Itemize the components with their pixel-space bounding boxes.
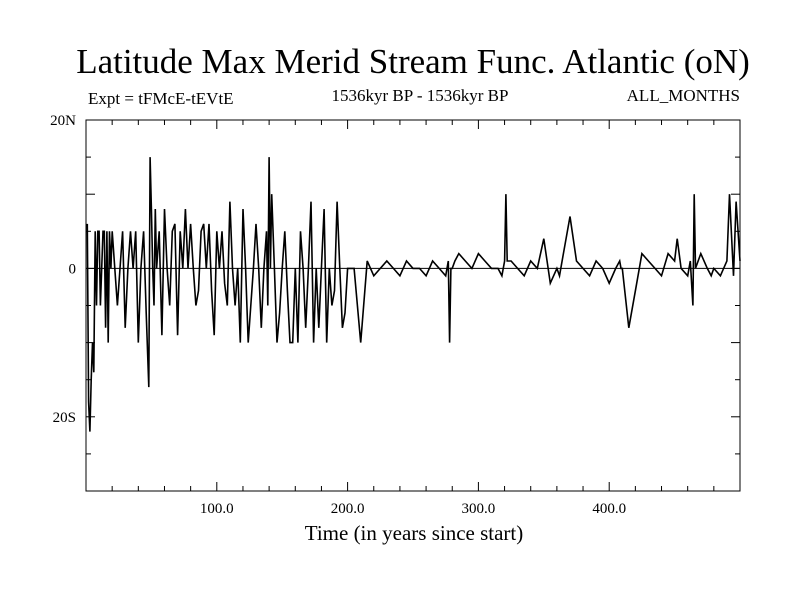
x-axis-label: Time (in years since start) — [304, 521, 524, 545]
tick-labels: 100.0 200.0 300.0 400.0 20N 0 20S — [50, 113, 626, 517]
x-tick-label: 200.0 — [331, 501, 365, 517]
experiment-label: Expt = tFMcE-tEVtE — [88, 89, 234, 108]
period-label: 1536kyr BP - 1536kyr BP — [331, 86, 509, 105]
y-tick-label: 20N — [50, 113, 76, 129]
y-tick-label: 20S — [53, 410, 76, 426]
series-line — [86, 157, 741, 432]
axis-ticks — [86, 120, 740, 491]
x-tick-label: 100.0 — [200, 501, 234, 517]
x-tick-label: 300.0 — [462, 501, 496, 517]
season-label: ALL_MONTHS — [626, 86, 740, 105]
plot-frame — [85, 119, 741, 492]
y-tick-label: 0 — [69, 261, 77, 277]
x-tick-label: 400.0 — [592, 501, 626, 517]
chart-title: Latitude Max Merid Stream Func. Atlantic… — [76, 42, 750, 81]
